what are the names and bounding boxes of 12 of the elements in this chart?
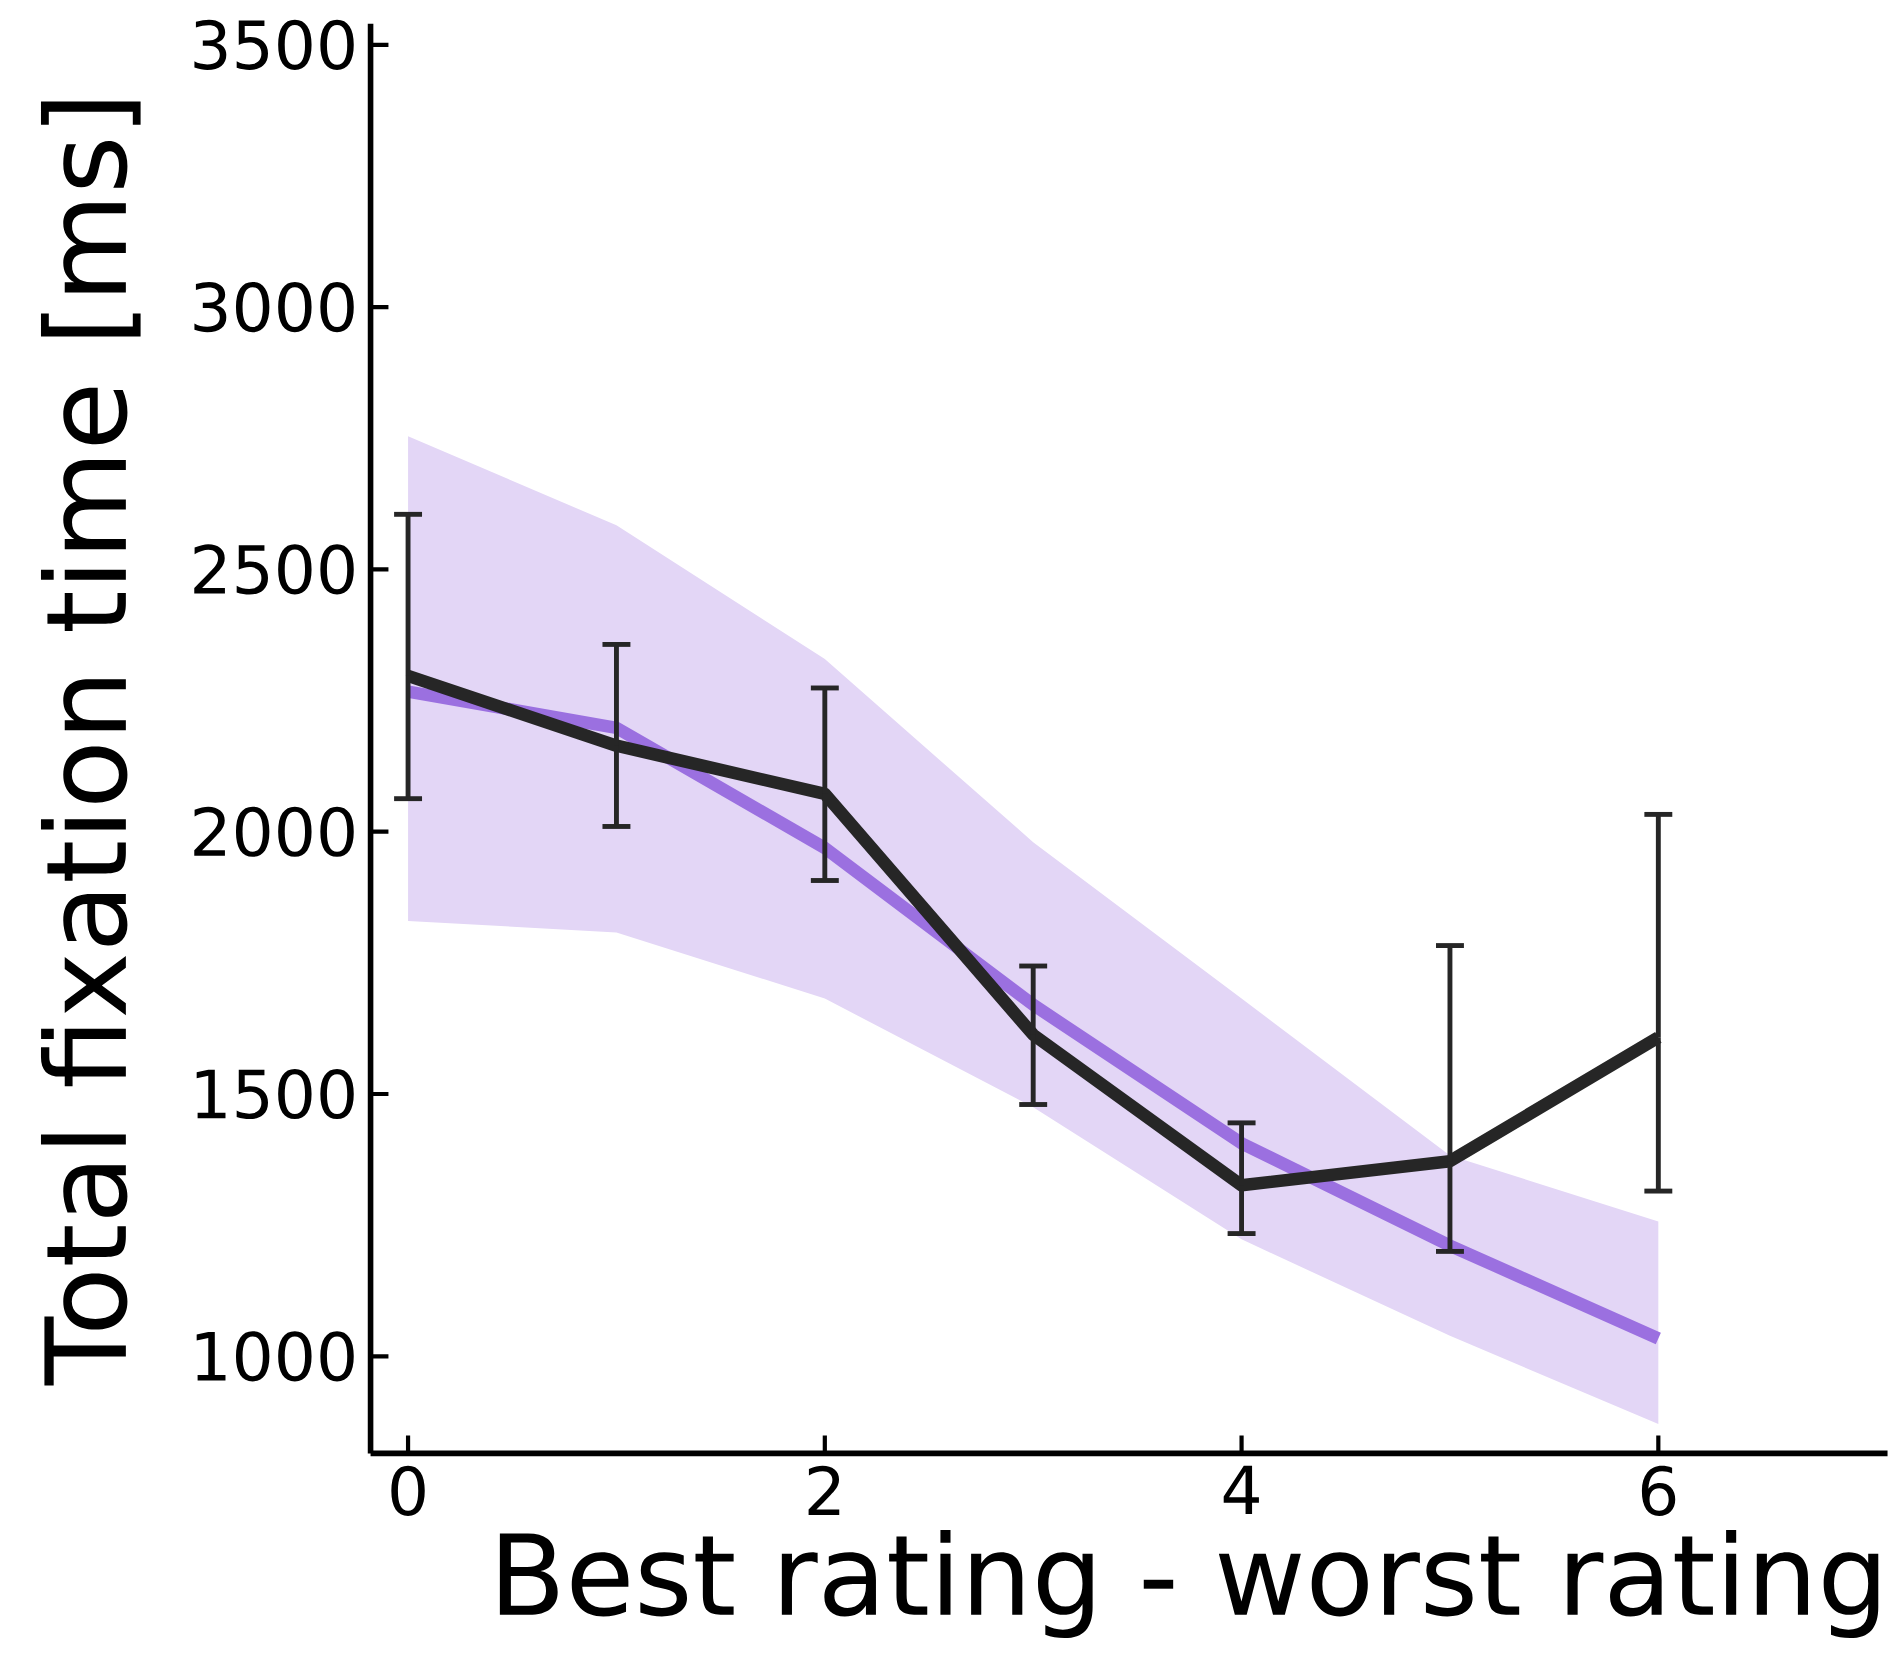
x-tick-label: 0 [391, 1465, 425, 1516]
y-axis-title: Total fixation time [ms] [40, 101, 141, 1386]
x-tick-label: 6 [1641, 1465, 1676, 1516]
y-tick-label: 1000 [196, 1331, 354, 1382]
y-tick-label: 2500 [194, 544, 354, 595]
x-axis-title: Best rating - worst rating [499, 1529, 1879, 1639]
y-tick-label: 3000 [194, 282, 354, 333]
y-tick-label: 1500 [196, 1068, 354, 1120]
x-tick-label: 4 [1223, 1465, 1259, 1515]
x-tick-label: 2 [808, 1465, 840, 1515]
y-tick-label: 3500 [194, 19, 354, 70]
y-tick-label: 2000 [194, 806, 354, 857]
